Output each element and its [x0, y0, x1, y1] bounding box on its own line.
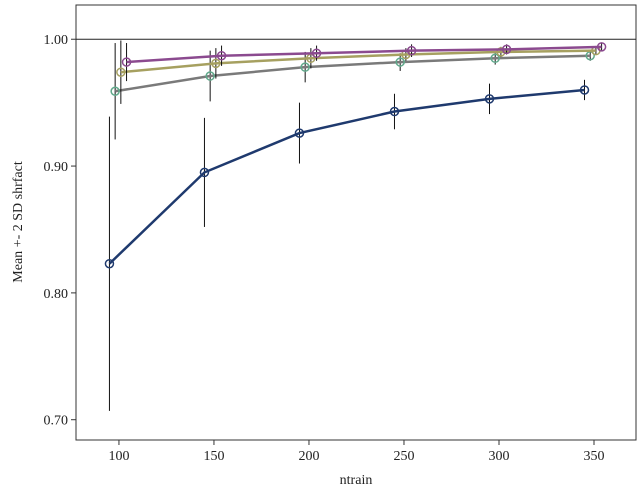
y-tick-label: 0.90 [44, 160, 69, 175]
x-axis-label: ntrain [340, 473, 373, 488]
x-tick-label: 300 [488, 449, 509, 464]
x-tick-label: 350 [584, 449, 605, 464]
marker [110, 86, 120, 96]
y-tick-label: 1.00 [44, 33, 69, 48]
series-line [108, 88, 585, 265]
marker [389, 106, 400, 117]
y-tick-label: 0.80 [44, 287, 69, 302]
marker [199, 167, 210, 178]
marker [311, 48, 322, 58]
series-line [126, 45, 602, 64]
y-tick-label: 0.70 [44, 414, 69, 429]
marker [294, 128, 305, 138]
y-axis-label: Mean +- 2 SD shrfact [11, 161, 26, 283]
marker [501, 44, 512, 55]
marker [484, 94, 495, 104]
marker [104, 258, 115, 269]
x-tick-label: 100 [108, 449, 129, 464]
marker [395, 57, 405, 67]
plot-frame [75, 4, 637, 441]
marker [490, 53, 500, 64]
marker [300, 62, 310, 72]
marker [211, 58, 221, 69]
x-tick-label: 150 [203, 449, 224, 464]
marker [496, 47, 506, 57]
x-tick-label: 250 [393, 449, 414, 464]
marker [596, 42, 607, 52]
series-line [120, 49, 596, 74]
marker [205, 71, 215, 81]
marker [579, 85, 590, 95]
marker [116, 67, 126, 77]
marker [121, 57, 132, 67]
marker [216, 50, 227, 61]
series-line [114, 54, 591, 93]
marker [406, 45, 417, 56]
x-tick-label: 200 [298, 449, 319, 464]
